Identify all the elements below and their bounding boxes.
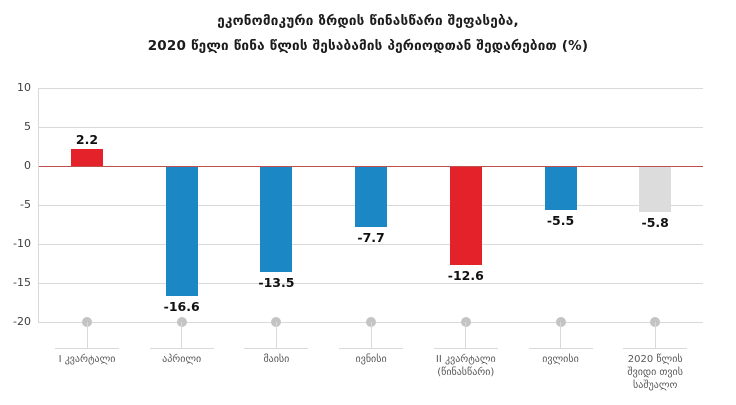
bar [449, 167, 482, 266]
category-underline [149, 348, 214, 349]
category-label: ივნისი [355, 354, 387, 365]
y-tick-label: 0 [24, 159, 31, 172]
category-stem [86, 322, 88, 348]
y-axis-line [38, 88, 39, 322]
bar-value-label: -13.5 [258, 275, 295, 291]
category-stem [181, 322, 183, 348]
category-label: ივლისი [542, 354, 579, 365]
category-underline [55, 348, 119, 349]
chart-title-line1: ეკონომიკური ზრდის წინასწარი შეფასება, [217, 13, 519, 29]
y-tick-label: 5 [24, 120, 31, 133]
category-underline [244, 348, 309, 349]
bar [260, 167, 293, 273]
category-label: 2020 წლის შვიდი თვის საშუალო [627, 354, 683, 391]
bar [355, 167, 388, 228]
category-stem [465, 322, 467, 348]
plot-area: 10 5 0 -5 -10 -15 -20 2.2 I კვარტალი -16.6 აპრილი -… [13, 81, 703, 391]
bar-value-label: -12.6 [447, 268, 484, 284]
y-tick-label: -15 [13, 276, 31, 289]
y-tick-label: -20 [13, 315, 31, 328]
bar [544, 167, 577, 210]
category-label: აპრილი [162, 354, 202, 365]
category-label: მაისი [263, 354, 290, 365]
bar [639, 167, 672, 213]
category-underline [623, 348, 688, 349]
gridline [38, 88, 703, 89]
bar [165, 167, 198, 297]
gridline [38, 244, 703, 245]
category-underline [339, 348, 404, 349]
gridline [38, 127, 703, 128]
bar-value-label: 2.2 [75, 131, 99, 147]
category-underline [433, 348, 498, 349]
category-stem [370, 322, 372, 348]
category-label: II კვარტალი (წინასწარი) [435, 354, 496, 378]
y-tick-label: 10 [17, 81, 31, 94]
y-tick-label: -5 [20, 198, 31, 211]
zero-line [38, 166, 703, 167]
category-label: I კვარტალი [58, 354, 116, 365]
category-stem [275, 322, 277, 348]
bar-value-label: -5.8 [641, 215, 669, 231]
bar [71, 148, 103, 166]
y-tick-label: -10 [13, 237, 31, 250]
bar-value-label: -5.5 [546, 212, 575, 228]
chart-title-line2: 2020 წელი წინა წლის შესაბამის პერიოდთან … [147, 38, 589, 54]
chart-title: ეკონომიკური ზრდის წინასწარი შეფასება, 20… [0, 9, 736, 59]
category-underline [528, 348, 593, 349]
category-stem [560, 322, 561, 348]
gridline [38, 283, 703, 284]
category-stem [654, 322, 656, 348]
bar-value-label: -16.6 [163, 299, 200, 315]
bar-value-label: -7.7 [357, 230, 385, 246]
